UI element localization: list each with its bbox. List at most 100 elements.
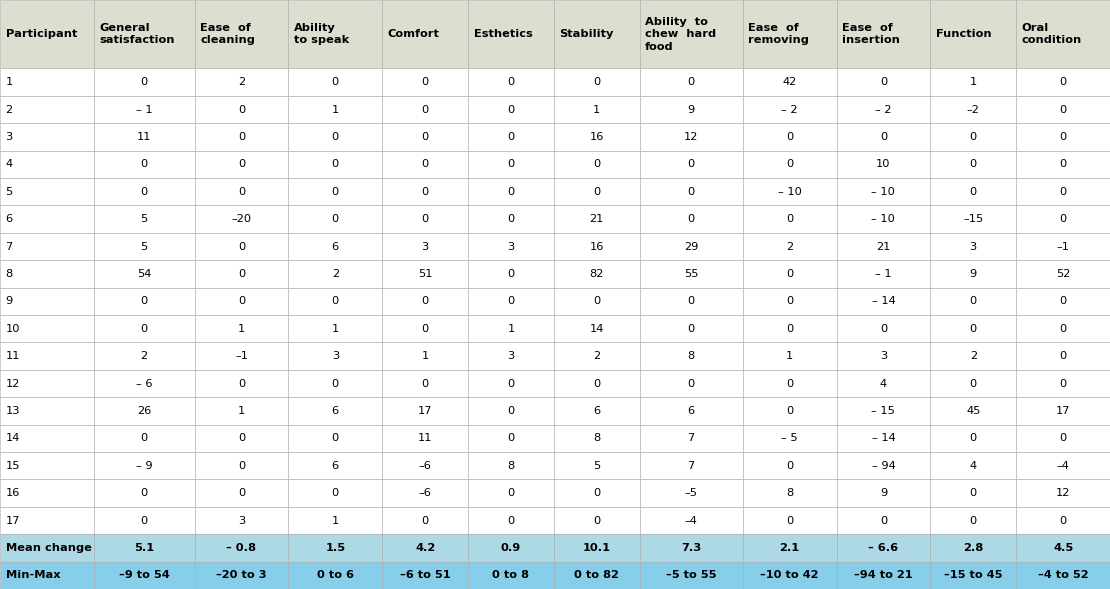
Text: 4: 4 xyxy=(970,461,977,471)
Text: 0: 0 xyxy=(1059,132,1067,142)
Text: 0: 0 xyxy=(507,187,515,197)
Text: 5: 5 xyxy=(141,214,148,224)
Text: 0: 0 xyxy=(970,488,977,498)
Bar xyxy=(639,342,743,370)
Text: 11: 11 xyxy=(137,132,151,142)
Bar xyxy=(639,178,743,206)
Text: 0: 0 xyxy=(332,379,339,389)
Bar xyxy=(930,342,1016,370)
Bar xyxy=(1016,561,1110,589)
Bar xyxy=(468,534,554,561)
Bar xyxy=(1016,397,1110,425)
Bar xyxy=(289,123,382,151)
Text: 3: 3 xyxy=(422,241,428,252)
Bar xyxy=(468,507,554,534)
Bar xyxy=(382,342,468,370)
Text: 52: 52 xyxy=(1056,269,1070,279)
Bar xyxy=(1016,534,1110,561)
Bar xyxy=(930,315,1016,342)
Bar xyxy=(468,68,554,96)
Bar xyxy=(94,260,194,287)
Bar xyxy=(94,452,194,479)
Text: – 10: – 10 xyxy=(871,187,896,197)
Bar xyxy=(743,260,837,287)
Text: 0: 0 xyxy=(970,187,977,197)
Bar xyxy=(1016,68,1110,96)
Text: 0: 0 xyxy=(422,214,428,224)
Text: 8: 8 xyxy=(507,461,515,471)
Bar xyxy=(554,342,639,370)
Bar xyxy=(837,561,930,589)
Text: –15 to 45: –15 to 45 xyxy=(944,570,1002,580)
Bar xyxy=(837,287,930,315)
Bar xyxy=(639,287,743,315)
Bar xyxy=(743,151,837,178)
Text: 0: 0 xyxy=(687,379,695,389)
Text: 0: 0 xyxy=(687,160,695,170)
Bar xyxy=(639,507,743,534)
Bar xyxy=(930,233,1016,260)
Bar xyxy=(554,178,639,206)
Text: 0: 0 xyxy=(507,434,515,444)
Bar xyxy=(382,206,468,233)
Text: 0: 0 xyxy=(687,187,695,197)
Bar xyxy=(0,425,94,452)
Text: 2: 2 xyxy=(6,105,12,115)
Bar xyxy=(837,370,930,397)
Bar xyxy=(194,315,289,342)
Bar xyxy=(468,260,554,287)
Bar xyxy=(194,0,289,68)
Bar xyxy=(930,178,1016,206)
Text: 21: 21 xyxy=(876,241,890,252)
Bar xyxy=(94,206,194,233)
Text: 17: 17 xyxy=(6,515,20,525)
Bar xyxy=(554,123,639,151)
Text: 0: 0 xyxy=(786,160,794,170)
Text: 0: 0 xyxy=(786,296,794,306)
Bar xyxy=(0,123,94,151)
Bar xyxy=(194,397,289,425)
Bar xyxy=(94,233,194,260)
Bar xyxy=(289,96,382,123)
Bar xyxy=(554,397,639,425)
Text: 0: 0 xyxy=(422,187,428,197)
Text: 3: 3 xyxy=(332,351,339,361)
Bar xyxy=(930,534,1016,561)
Text: 4.5: 4.5 xyxy=(1053,543,1073,553)
Text: –5 to 55: –5 to 55 xyxy=(666,570,716,580)
Bar xyxy=(194,123,289,151)
Text: 0: 0 xyxy=(141,296,148,306)
Bar xyxy=(0,206,94,233)
Text: 0: 0 xyxy=(238,132,245,142)
Text: 0 to 82: 0 to 82 xyxy=(574,570,619,580)
Text: 0: 0 xyxy=(422,379,428,389)
Bar xyxy=(382,233,468,260)
Bar xyxy=(1016,287,1110,315)
Bar xyxy=(0,507,94,534)
Bar xyxy=(743,68,837,96)
Bar xyxy=(289,178,382,206)
Bar xyxy=(0,534,94,561)
Bar xyxy=(0,260,94,287)
Bar xyxy=(0,479,94,507)
Bar xyxy=(554,479,639,507)
Text: 42: 42 xyxy=(783,77,797,87)
Text: Participant: Participant xyxy=(6,29,77,39)
Text: 0: 0 xyxy=(332,160,339,170)
Bar xyxy=(743,425,837,452)
Bar xyxy=(289,507,382,534)
Bar xyxy=(930,0,1016,68)
Text: Ability  to
chew  hard
food: Ability to chew hard food xyxy=(645,17,716,52)
Bar xyxy=(837,0,930,68)
Bar xyxy=(639,96,743,123)
Text: 2: 2 xyxy=(593,351,601,361)
Text: 16: 16 xyxy=(589,241,604,252)
Bar xyxy=(639,561,743,589)
Bar xyxy=(289,287,382,315)
Text: 0: 0 xyxy=(332,214,339,224)
Bar xyxy=(382,287,468,315)
Text: 0: 0 xyxy=(238,379,245,389)
Bar xyxy=(554,206,639,233)
Text: 0.9: 0.9 xyxy=(501,543,521,553)
Bar xyxy=(194,151,289,178)
